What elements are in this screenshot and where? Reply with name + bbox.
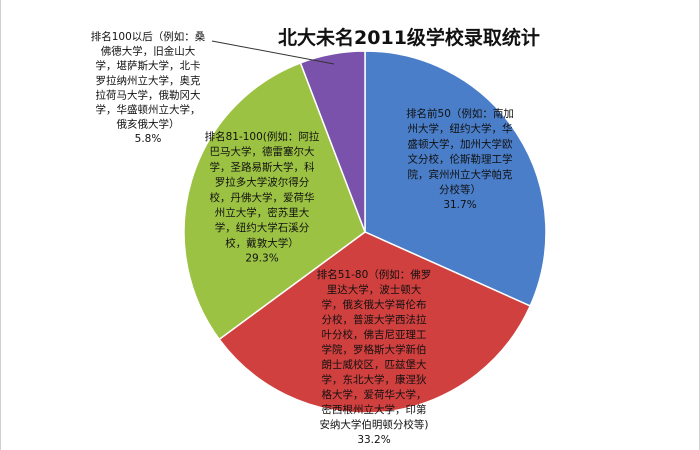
slice-label-1: 排名前50（例如：南加州大学，纽约大学，华盛顿大学，加州大学欧文分校，伦斯勒理工… (406, 107, 514, 211)
slice-percent-label-1: 31.7% (443, 199, 476, 211)
pie-slice-2 (218, 231, 532, 414)
slice-label-2: 排名51-80（例如：佛罗里达大学，波士顿大学，俄亥俄大学哥伦布分校，普渡大学西… (317, 268, 432, 446)
slice-label-3: 排名81-100(例如：阿拉巴马大学，德雷塞尔大学，圣路易斯大学，科罗拉多大学波… (205, 130, 320, 265)
pie-slice-3 (183, 61, 366, 341)
slice-percent-label-3: 29.3% (245, 253, 278, 265)
pie-slice-1 (364, 50, 547, 307)
leader-line (211, 40, 335, 65)
pie-slice-4 (299, 50, 366, 233)
slice-percent-label-4: 5.8% (135, 133, 162, 145)
chart-title: 北大未名2011级学校录取统计 (278, 26, 540, 49)
slice-label-4: 排名100以后（例如：桑佛德大学，旧金山大学，堪萨斯大学，北卡罗拉纳州立大学，奥… (91, 30, 206, 145)
slice-percent-label-2: 33.2% (357, 434, 390, 446)
